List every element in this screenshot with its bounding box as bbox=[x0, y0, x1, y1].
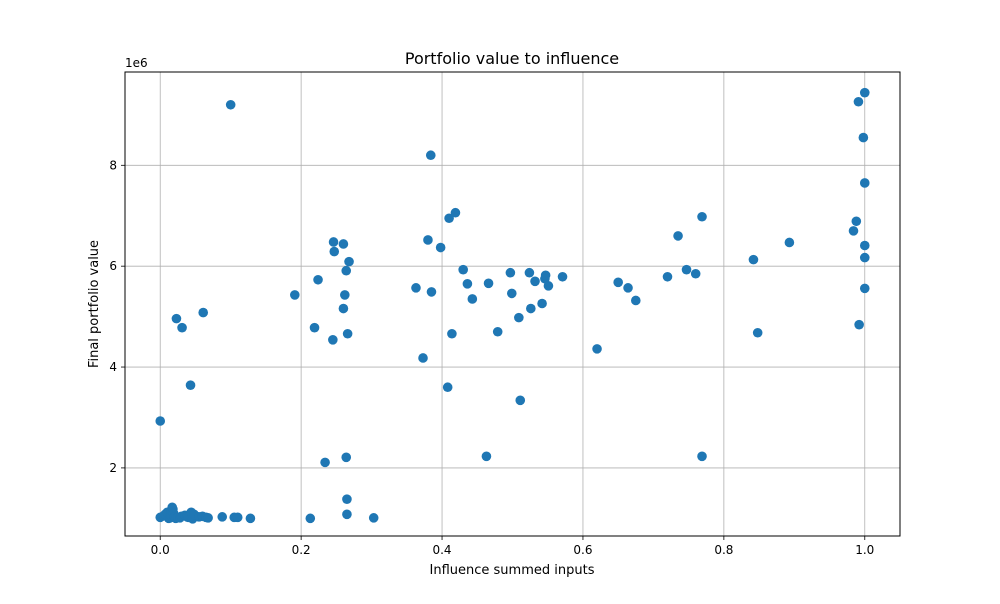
y-tick-label: 4 bbox=[109, 360, 117, 374]
scatter-point bbox=[289, 290, 300, 300]
x-tick-label: 1.0 bbox=[855, 543, 874, 557]
scatter-point bbox=[329, 246, 340, 257]
scatter-point bbox=[673, 231, 683, 241]
scatter-point bbox=[467, 294, 478, 304]
scatter-point bbox=[623, 283, 633, 293]
scatter-point bbox=[784, 237, 795, 248]
scatter-point bbox=[217, 512, 228, 522]
scatter-point bbox=[225, 99, 236, 110]
grid bbox=[125, 72, 900, 536]
scatter-point bbox=[444, 213, 454, 224]
scatter-point bbox=[418, 353, 428, 363]
scatter-point bbox=[859, 87, 870, 98]
scatter-point bbox=[305, 513, 316, 524]
scatter-point bbox=[447, 328, 457, 339]
scatter-point bbox=[313, 274, 323, 285]
scatter-point bbox=[368, 513, 379, 523]
scatter-point bbox=[423, 235, 433, 245]
scatter-point bbox=[309, 322, 320, 333]
y-tick-label: 6 bbox=[109, 259, 117, 273]
scatter-point bbox=[328, 335, 338, 345]
scatter-point bbox=[697, 211, 707, 222]
scatter-point bbox=[177, 322, 187, 333]
scatter-point bbox=[425, 150, 436, 161]
scatter-point bbox=[859, 283, 870, 294]
scatter-point bbox=[203, 513, 213, 523]
scatter-point bbox=[320, 457, 330, 468]
y-tick-label: 8 bbox=[109, 158, 117, 172]
scatter-point bbox=[859, 240, 870, 251]
scatter-point bbox=[328, 237, 339, 247]
scatter-point bbox=[690, 268, 701, 279]
scatter-point bbox=[630, 295, 641, 306]
scatter-point bbox=[854, 319, 864, 330]
scatter-point bbox=[506, 288, 517, 299]
scatter-point bbox=[540, 270, 551, 281]
scatter-point bbox=[592, 344, 602, 354]
scatter-point bbox=[198, 307, 209, 318]
scatter-point bbox=[752, 327, 763, 338]
scatter-point bbox=[341, 265, 352, 276]
axis-ticks: 0.0 0.2 0.4 0.6 0.8 1.0 2 4 6 8 bbox=[109, 158, 874, 557]
scatter-point bbox=[342, 494, 352, 504]
scatter-point bbox=[859, 178, 870, 188]
x-tick-label: 0.8 bbox=[714, 543, 733, 557]
scatter-point bbox=[537, 298, 547, 309]
x-tick-label: 0.6 bbox=[573, 543, 592, 557]
data-points bbox=[155, 87, 870, 524]
scatter-point bbox=[492, 326, 503, 337]
y-axis-label: Final portfolio value bbox=[87, 240, 102, 368]
scatter-point bbox=[232, 512, 243, 523]
scatter-point bbox=[450, 207, 461, 218]
y-tick-label: 2 bbox=[109, 461, 117, 475]
scatter-point bbox=[557, 271, 568, 282]
scatter-point bbox=[342, 328, 353, 339]
plot-frame bbox=[124, 71, 901, 537]
x-tick-label: 0.2 bbox=[292, 543, 311, 557]
scatter-point bbox=[530, 276, 540, 287]
scatter-point bbox=[859, 252, 870, 263]
scatter-point bbox=[462, 279, 473, 289]
y-axis-offset-label: 1e6 bbox=[125, 56, 148, 70]
x-tick-label: 0.4 bbox=[432, 543, 451, 557]
scatter-point bbox=[697, 451, 707, 462]
scatter-point bbox=[848, 226, 859, 236]
scatter-point bbox=[341, 452, 352, 463]
scatter-point bbox=[338, 239, 349, 249]
x-tick-label: 0.0 bbox=[151, 543, 170, 557]
scatter-point bbox=[185, 380, 196, 391]
scatter-point bbox=[442, 382, 453, 393]
scatter-point bbox=[613, 277, 623, 288]
scatter-point bbox=[411, 283, 421, 293]
scatter-point bbox=[344, 256, 354, 267]
scatter-point bbox=[514, 312, 524, 323]
scatter-point bbox=[342, 509, 352, 520]
scatter-point bbox=[483, 278, 494, 289]
scatter-point bbox=[515, 395, 526, 406]
scatter-point bbox=[426, 287, 437, 297]
scatter-point bbox=[748, 254, 759, 265]
x-axis-label: Influence summed inputs bbox=[430, 563, 595, 578]
chart-title: Portfolio value to influence bbox=[405, 49, 619, 68]
scatter-point bbox=[171, 313, 182, 324]
scatter-point bbox=[505, 267, 516, 278]
scatter-point bbox=[858, 132, 869, 143]
scatter-point bbox=[681, 264, 692, 275]
scatter-point bbox=[662, 271, 673, 282]
scatter-point bbox=[340, 290, 350, 300]
scatter-point bbox=[524, 267, 535, 278]
scatter-point bbox=[458, 264, 468, 275]
scatter-point bbox=[338, 303, 349, 314]
scatter-point bbox=[155, 416, 166, 426]
scatter-point bbox=[851, 216, 862, 227]
scatter-point bbox=[543, 281, 554, 291]
scatter-point bbox=[435, 242, 446, 253]
scatter-point bbox=[245, 513, 256, 524]
scatter-point bbox=[526, 303, 536, 314]
scatter-point bbox=[853, 96, 864, 107]
scatter-point bbox=[481, 451, 492, 462]
